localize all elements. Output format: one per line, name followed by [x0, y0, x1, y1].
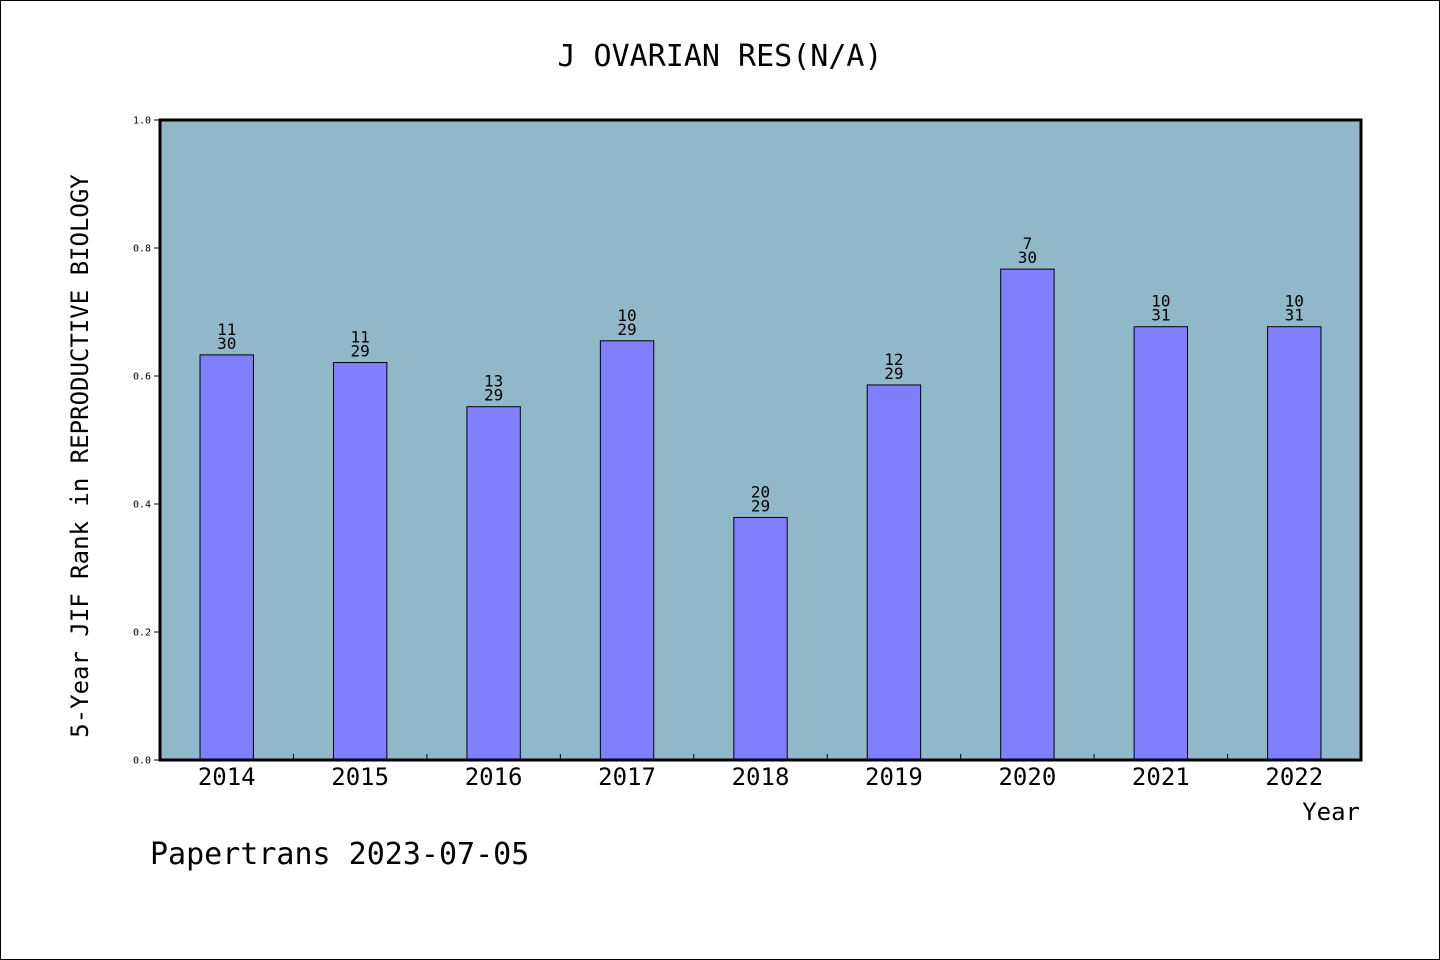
x-tick-label: 2020: [998, 763, 1056, 791]
y-tick-label: 0.2: [133, 628, 151, 639]
x-tick-label: 2014: [198, 763, 256, 791]
bar: [1000, 268, 1055, 761]
bar: [866, 384, 922, 761]
bar-total-label: 30: [1018, 248, 1037, 267]
bar-total-label: 31: [1151, 306, 1170, 325]
bar-rank-label: 13: [484, 372, 503, 391]
bar-total-label: 30: [217, 334, 236, 353]
bar-rank-label: 11: [217, 320, 236, 339]
bar-rank-label: 20: [751, 482, 770, 501]
bar-rank-label: 10: [617, 306, 636, 325]
bar: [1133, 326, 1189, 761]
x-tick-label: 2017: [598, 763, 656, 791]
y-tick-label: 1.0: [133, 116, 151, 127]
y-axis-ticks: 0.0 0.2 0.4 0.6 0.8 1.0: [133, 116, 160, 767]
bar-total-label: 29: [617, 320, 636, 339]
x-tick-label: 2015: [331, 763, 389, 791]
bar-rank-label: 12: [884, 350, 903, 369]
bar-rank-label: 10: [1151, 292, 1170, 311]
bar: [466, 406, 521, 761]
bar-rank-label: 7: [1023, 234, 1033, 253]
bar-total-label: 29: [751, 496, 770, 515]
footer-credit: Papertrans 2023-07-05: [150, 837, 529, 872]
bar-rank-label: 11: [351, 328, 370, 347]
chart-title: J OVARIAN RES(N/A): [557, 39, 882, 74]
x-tick-label: 2019: [865, 763, 923, 791]
y-tick-label: 0.0: [133, 756, 151, 767]
bar: [599, 340, 655, 761]
bar-total-label: 29: [884, 364, 903, 383]
bar-total-label: 31: [1285, 306, 1304, 325]
x-tick-label: 2021: [1132, 763, 1190, 791]
y-axis-label: 5-Year JIF Rank in REPRODUCTIVE BIOLOGY: [66, 174, 94, 738]
bar: [1267, 326, 1322, 761]
bar-total-label: 29: [351, 342, 370, 361]
x-tick-label: 2022: [1265, 763, 1323, 791]
bar-total-label: 29: [484, 386, 503, 405]
x-tick-label: 2018: [732, 763, 790, 791]
bar: [332, 362, 388, 761]
bar: [199, 354, 254, 761]
y-tick-label: 0.8: [133, 244, 151, 255]
x-axis-ticks: 2014 2015 2016 2017 2018 2019 2020 2021 2022: [198, 754, 1323, 791]
y-tick-label: 0.6: [133, 372, 151, 383]
x-tick-label: 2016: [465, 763, 523, 791]
x-axis-label: Year: [1302, 798, 1360, 826]
bar: [733, 516, 788, 761]
plot-border: [158, 118, 1363, 762]
y-tick-label: 0.4: [133, 500, 151, 511]
bar-rank-label: 10: [1285, 292, 1304, 311]
